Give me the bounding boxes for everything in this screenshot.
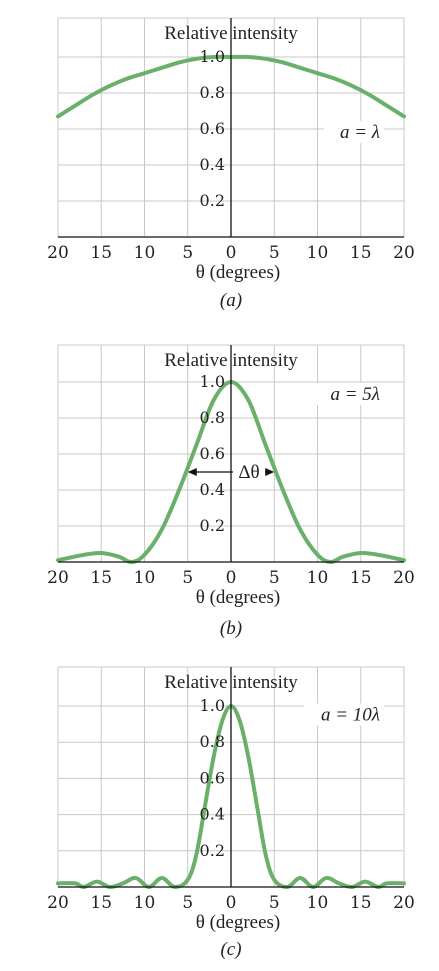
x-tick-label: 5 <box>182 893 193 913</box>
slit-width-label: a = 5λ <box>330 384 380 405</box>
x-tick-label: 0 <box>226 243 237 263</box>
x-tick-label: 5 <box>269 568 280 588</box>
y-axis-title: Relative intensity <box>164 672 298 693</box>
y-tick-label: 0.8 <box>200 408 225 427</box>
x-tick-label: 20 <box>47 893 69 913</box>
y-tick-label: 0.6 <box>200 768 225 787</box>
y-tick-label: 0.8 <box>200 732 225 751</box>
y-axis-title: Relative intensity <box>164 23 298 44</box>
y-tick-label: 0.4 <box>200 480 225 499</box>
annotation-background <box>304 703 384 726</box>
x-tick-label: 5 <box>182 243 193 263</box>
x-axis-title: θ (degrees) <box>196 262 281 283</box>
x-tick-label: 5 <box>269 893 280 913</box>
angular-width-label: Δθ <box>238 462 259 483</box>
y-tick-label: 1.0 <box>200 47 225 66</box>
x-tick-label: 10 <box>307 568 329 588</box>
x-tick-label: 20 <box>47 568 69 588</box>
width-arrow-right-icon <box>265 468 275 476</box>
chart-panel-a: Relative intensity 1.0 0.8 0.6 0.4 0.2 20 15 10 5… <box>47 17 415 311</box>
width-label-background <box>233 460 265 480</box>
x-tick-label: 0 <box>226 893 237 913</box>
x-tick-label: 5 <box>182 568 193 588</box>
y-tick-label: 0.8 <box>200 83 225 102</box>
x-tick-label: 15 <box>90 893 112 913</box>
x-axis-title: θ (degrees) <box>196 587 281 608</box>
width-arrow-left-icon <box>187 468 197 476</box>
panel-caption: (b) <box>220 618 242 639</box>
panel-caption: (a) <box>220 290 242 311</box>
y-tick-label: 0.2 <box>200 841 225 860</box>
x-tick-label: 10 <box>307 243 329 263</box>
y-axis-title: Relative intensity <box>164 350 298 371</box>
x-tick-label: 10 <box>134 243 156 263</box>
x-tick-label: 20 <box>47 243 69 263</box>
x-tick-label: 15 <box>350 893 372 913</box>
x-tick-label: 5 <box>269 243 280 263</box>
x-tick-label: 15 <box>90 568 112 588</box>
y-tick-label: 0.6 <box>200 119 225 138</box>
x-tick-label: 15 <box>350 243 372 263</box>
x-tick-label: 0 <box>226 568 237 588</box>
y-tick-label: 0.6 <box>200 444 225 463</box>
x-axis-title: θ (degrees) <box>196 912 281 933</box>
x-tick-label: 10 <box>134 568 156 588</box>
slit-width-label: a = λ <box>340 122 380 143</box>
annotation-background <box>324 121 384 143</box>
x-tick-label: 15 <box>90 243 112 263</box>
y-tick-label: 1.0 <box>200 696 225 715</box>
x-tick-label: 20 <box>393 568 415 588</box>
slit-width-label: a = 10λ <box>321 704 380 725</box>
x-tick-label: 10 <box>307 893 329 913</box>
y-tick-label: 0.4 <box>200 805 225 824</box>
x-tick-label: 15 <box>350 568 372 588</box>
y-tick-label: 0.2 <box>200 191 225 210</box>
y-tick-label: 0.4 <box>200 155 225 174</box>
chart-panel-c: Relative intensity 1.0 0.8 0.6 0.4 0.2 20 15 10 5… <box>47 666 415 960</box>
x-tick-label: 10 <box>134 893 156 913</box>
panel-caption: (c) <box>220 939 241 960</box>
x-tick-label: 20 <box>393 893 415 913</box>
annotation-background <box>316 383 384 405</box>
y-tick-label: 1.0 <box>200 372 225 391</box>
y-tick-label: 0.2 <box>200 516 225 535</box>
x-tick-label: 20 <box>393 243 415 263</box>
